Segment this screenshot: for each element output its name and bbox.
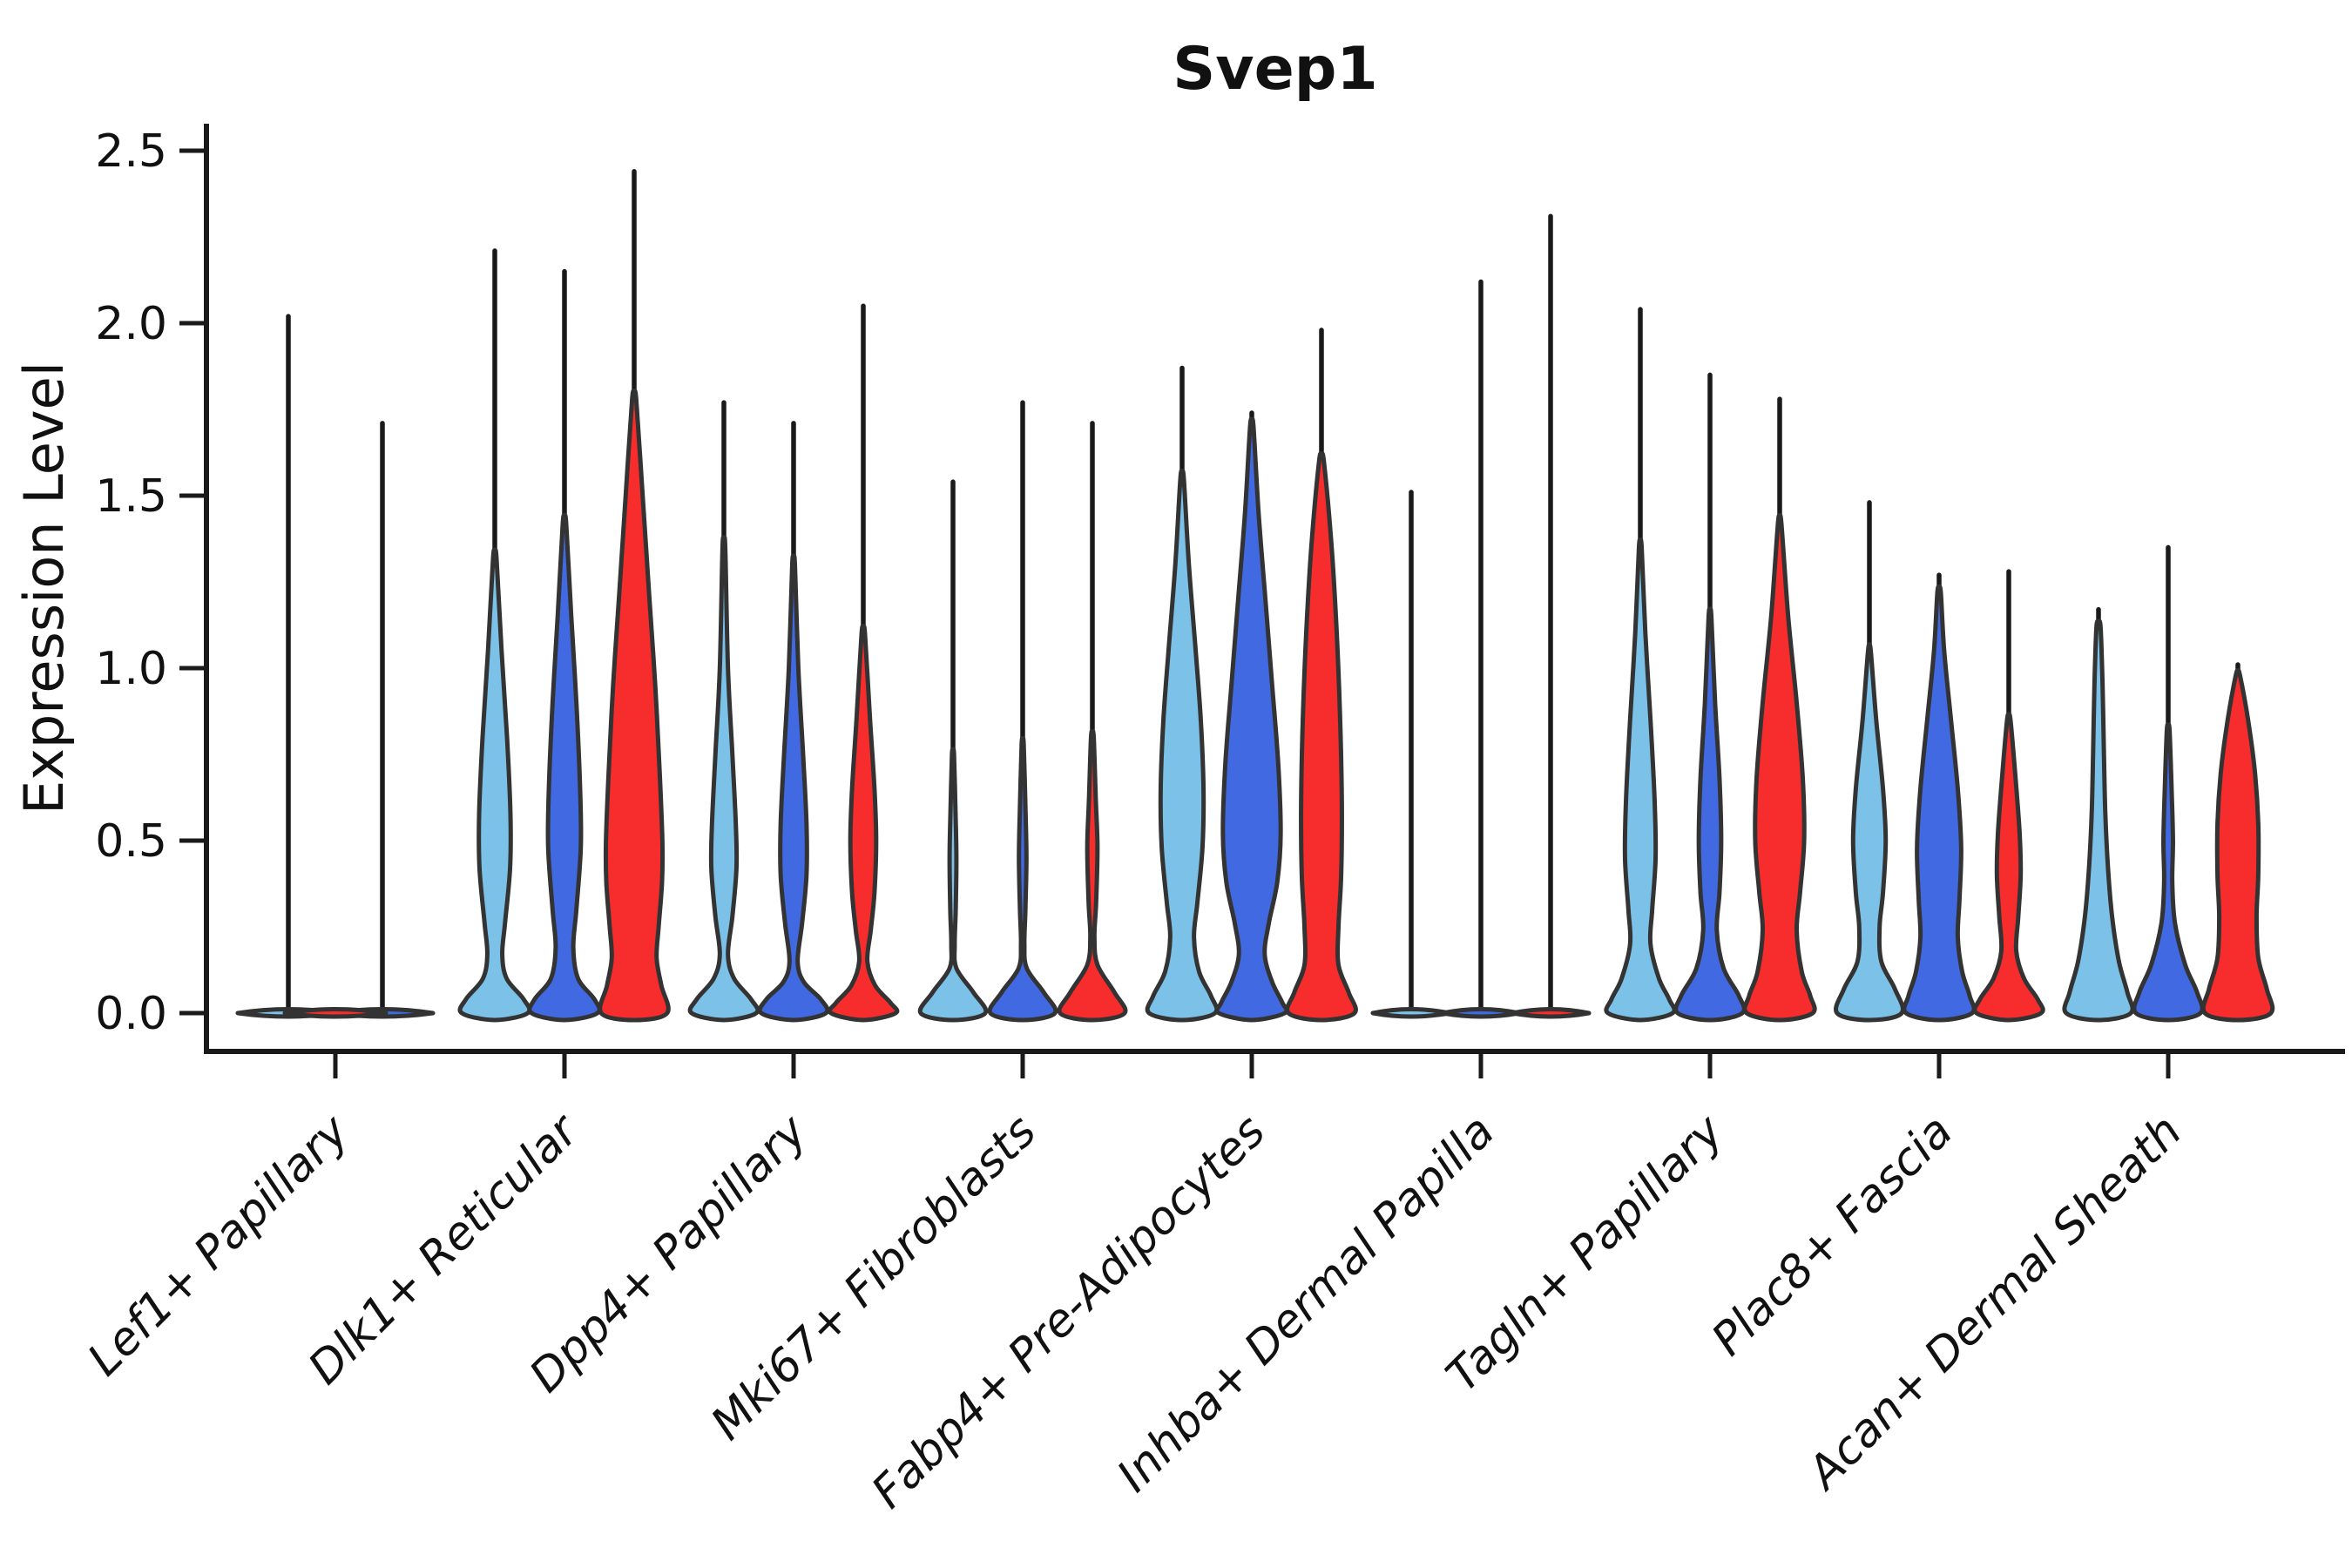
violin-9-blue-body xyxy=(2132,722,2205,1023)
violin-8-red-body xyxy=(1972,712,2045,1023)
y-tick-label-5: 2.5 xyxy=(95,125,167,178)
violin-6-blue-flat-body xyxy=(1440,1007,1522,1019)
y-tick-label-4: 2.0 xyxy=(95,298,167,350)
violin-4-lightblue-body xyxy=(917,747,989,1023)
violin-4-red-body xyxy=(1057,729,1128,1023)
violin-8-lightblue-body xyxy=(1834,642,1905,1023)
violin-7-blue-body xyxy=(1673,606,1747,1023)
violin-4-blue-body xyxy=(987,736,1058,1023)
violin-8-blue-body xyxy=(1902,585,1977,1023)
x-tick-label-7: Plac8+ Fascia xyxy=(1702,1105,1963,1366)
violin-6-lightblue-flat-body xyxy=(1370,1007,1452,1019)
violin-9-red-body xyxy=(2200,668,2275,1023)
violin-3-lightblue-body xyxy=(687,535,760,1023)
violin-7-lightblue-body xyxy=(1604,537,1677,1023)
violin-5-lightblue-body xyxy=(1145,469,1220,1023)
y-tick-label-1: 0.5 xyxy=(95,815,167,868)
y-tick-label-0: 0.0 xyxy=(95,988,167,1040)
violin-2-blue-body xyxy=(527,512,602,1023)
violin-5-red-body xyxy=(1285,451,1358,1023)
violin-7-red-body xyxy=(1742,512,1817,1023)
violin-1-red-flat-body xyxy=(282,1007,389,1019)
x-tick-label-5: Inhba+ Dermal Papilla xyxy=(1107,1105,1504,1503)
violin-6-red-flat-body xyxy=(1510,1007,1592,1019)
x-tick-label-4: Fabp4+ Pre-Adipocytes xyxy=(862,1105,1276,1519)
violin-2-lightblue-body xyxy=(457,547,532,1023)
y-axis-label: Expression Level xyxy=(12,362,76,814)
x-tick-label-8: Acan+ Dermal Sheath xyxy=(1796,1105,2192,1501)
chart-title: Svep1 xyxy=(1173,35,1377,104)
violin-3-blue-body xyxy=(757,553,830,1023)
y-tick-label-3: 1.5 xyxy=(95,470,167,523)
violin-3-red-body xyxy=(827,624,900,1023)
violin-5-blue-body xyxy=(1214,416,1289,1023)
y-tick-label-2: 1.0 xyxy=(95,643,167,695)
violin-2-red-body xyxy=(598,389,671,1023)
violin-9-lightblue-body xyxy=(2062,618,2135,1023)
